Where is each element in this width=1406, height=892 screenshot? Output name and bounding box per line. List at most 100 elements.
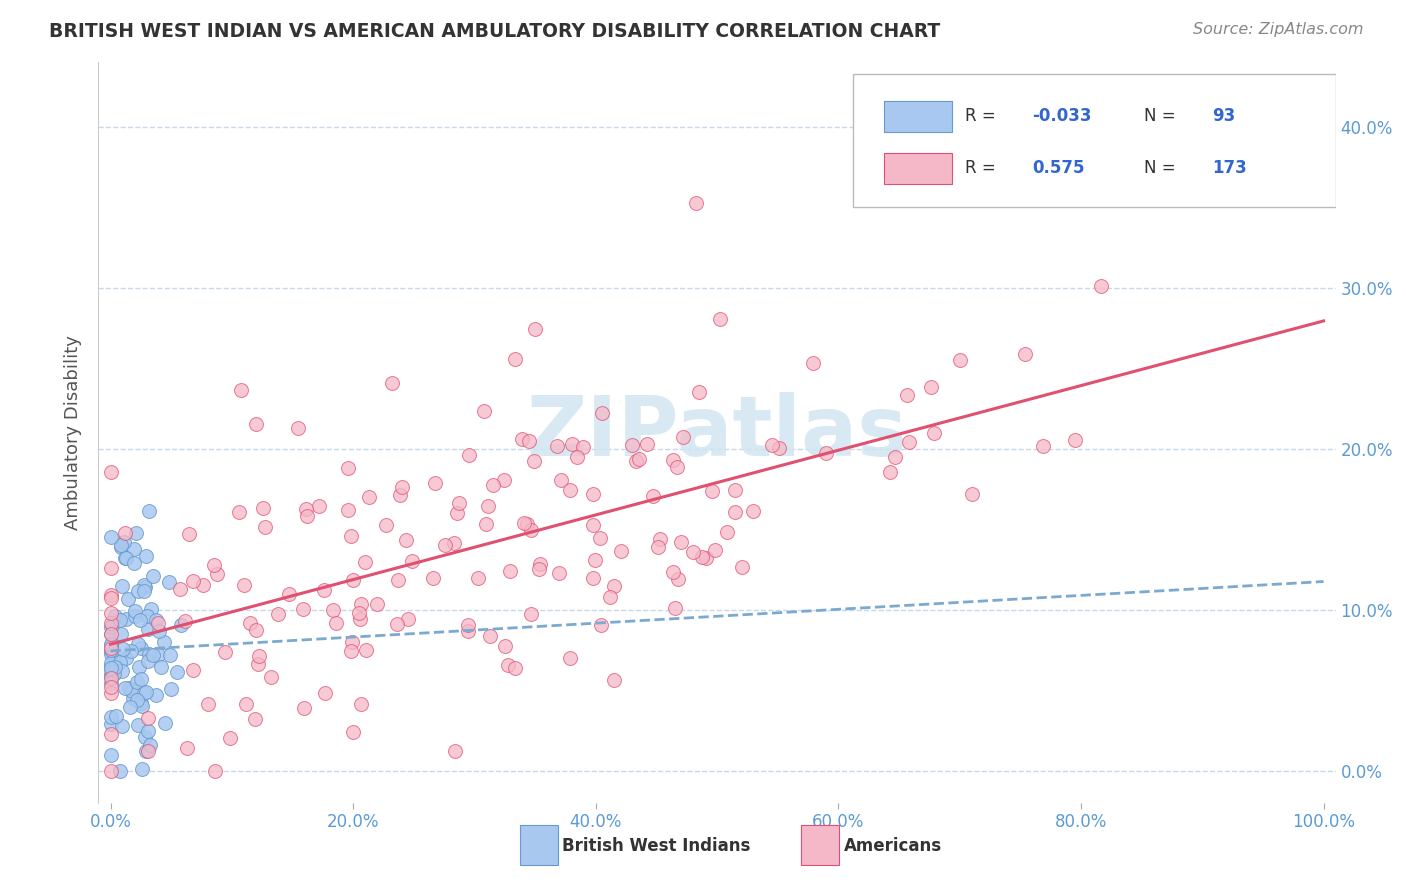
Point — [177, 527, 200, 541]
Point — [136, 744, 159, 758]
Point — [366, 597, 388, 611]
Point — [503, 661, 526, 675]
Point — [666, 460, 689, 475]
Point — [100, 662, 122, 676]
Point — [246, 657, 269, 672]
Point — [527, 562, 550, 576]
Point — [111, 641, 134, 656]
Point — [350, 697, 373, 711]
Point — [100, 676, 122, 690]
Point — [111, 719, 134, 733]
Point — [567, 450, 589, 464]
Point — [700, 484, 723, 499]
Point — [591, 406, 613, 420]
Point — [100, 530, 122, 544]
Point — [139, 738, 162, 752]
Point — [387, 573, 409, 587]
Text: BRITISH WEST INDIAN VS AMERICAN AMBULATORY DISABILITY CORRELATION CHART: BRITISH WEST INDIAN VS AMERICAN AMBULATO… — [49, 22, 941, 41]
Point — [100, 671, 122, 685]
Point — [159, 648, 181, 662]
Point — [561, 436, 583, 450]
FancyBboxPatch shape — [853, 73, 1336, 207]
Point — [685, 196, 707, 211]
Point — [136, 711, 159, 725]
Point — [129, 640, 152, 655]
Point — [125, 525, 148, 540]
Point — [103, 667, 125, 681]
Point — [277, 587, 299, 601]
Point — [124, 608, 146, 623]
Point — [103, 666, 125, 681]
Point — [603, 673, 626, 687]
Point — [666, 572, 689, 586]
Point — [636, 437, 658, 451]
Point — [620, 438, 643, 452]
Point — [114, 525, 136, 540]
Point — [610, 544, 633, 558]
Point — [152, 635, 174, 649]
Point — [924, 425, 946, 440]
Point — [122, 541, 145, 556]
Point — [149, 660, 172, 674]
Point — [100, 616, 122, 631]
Point — [1064, 433, 1087, 447]
Point — [482, 478, 505, 492]
Point — [204, 764, 226, 778]
Point — [112, 535, 135, 549]
Point — [228, 505, 250, 519]
Point — [1090, 279, 1112, 293]
Text: 0.575: 0.575 — [1032, 160, 1085, 178]
Point — [494, 640, 516, 654]
Point — [100, 666, 122, 681]
Point — [110, 626, 132, 640]
Point — [529, 557, 551, 571]
Point — [690, 550, 713, 565]
Text: N =: N = — [1144, 108, 1181, 126]
Point — [897, 435, 920, 450]
Point — [166, 665, 188, 680]
Point — [148, 624, 170, 638]
Point — [340, 644, 363, 658]
Point — [191, 578, 214, 592]
Point — [120, 643, 142, 657]
Point — [503, 351, 526, 366]
Point — [232, 578, 254, 592]
Point — [669, 535, 692, 549]
Point — [138, 647, 160, 661]
Point — [174, 614, 197, 628]
Point — [145, 613, 167, 627]
Point — [375, 517, 398, 532]
Point — [884, 450, 907, 465]
Point — [135, 549, 157, 563]
Point — [118, 681, 141, 696]
Point — [401, 554, 423, 568]
Point — [100, 681, 122, 695]
Bar — [884, 153, 952, 184]
Point — [245, 623, 267, 637]
Point — [603, 579, 626, 593]
Text: British West Indians: British West Indians — [562, 837, 751, 855]
Point — [104, 709, 127, 723]
Point — [136, 723, 159, 738]
Point — [672, 430, 695, 444]
Text: Americans: Americans — [844, 837, 942, 855]
Point — [110, 540, 132, 554]
Point — [155, 715, 177, 730]
Point — [169, 582, 191, 596]
Point — [325, 615, 347, 630]
Point — [260, 670, 283, 684]
Point — [183, 574, 205, 588]
Point — [664, 600, 686, 615]
Point — [340, 635, 363, 649]
Point — [136, 654, 159, 668]
Point — [496, 657, 519, 672]
Point — [627, 452, 650, 467]
Point — [662, 566, 685, 580]
Point — [292, 700, 315, 714]
Point — [104, 660, 127, 674]
Point — [599, 591, 621, 605]
Point — [117, 591, 139, 606]
Point — [336, 461, 359, 475]
Point — [477, 499, 499, 513]
Point — [443, 536, 465, 550]
